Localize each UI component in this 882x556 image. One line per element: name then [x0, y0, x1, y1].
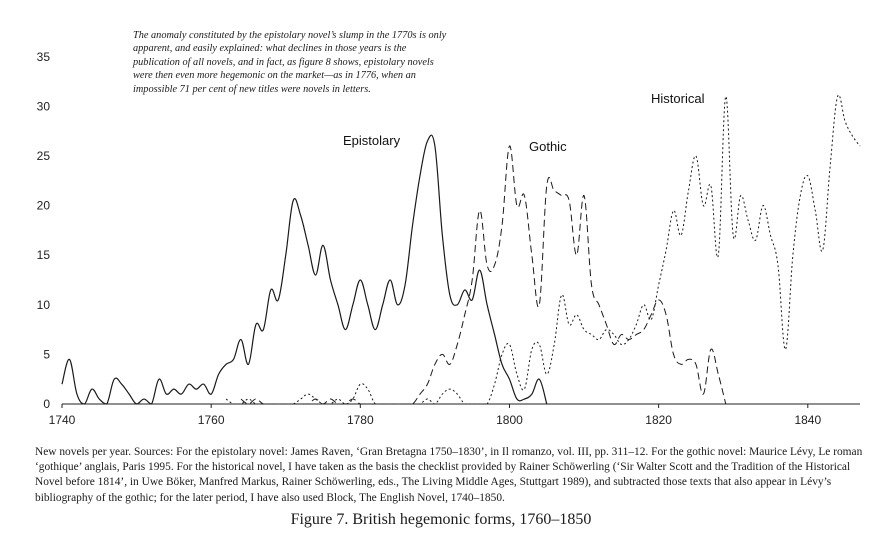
y-tick-label: 35 — [37, 50, 51, 64]
y-tick-label: 30 — [37, 99, 51, 113]
y-tick-label: 10 — [37, 298, 51, 312]
y-tick-label: 15 — [37, 248, 51, 262]
x-tick-label: 1840 — [794, 413, 821, 427]
y-axis: 0 5 10 15 20 25 30 35 — [37, 50, 51, 411]
figure-title: Figure 7. British hegemonic forms, 1760–… — [290, 511, 592, 528]
series-line-historical — [225, 94, 861, 405]
y-tick-label: 20 — [37, 199, 51, 213]
x-tick-label: 1760 — [198, 413, 225, 427]
y-tick-label: 25 — [37, 149, 51, 163]
series-label-gothic: Gothic — [529, 139, 567, 154]
x-tick-label: 1780 — [347, 413, 374, 427]
series-label-epistolary: Epistolary — [343, 133, 401, 148]
series-line-epistolary — [61, 134, 548, 405]
x-tick-label: 1820 — [645, 413, 672, 427]
y-tick-label: 5 — [43, 347, 50, 361]
x-axis: 1740 1760 1780 1800 1820 1840 — [49, 404, 821, 427]
x-tick-label: 1740 — [49, 413, 76, 427]
series-line-gothic — [240, 145, 727, 405]
series-layer — [61, 94, 861, 405]
chart-annotation: The anomaly constituted by the epistolar… — [133, 30, 447, 95]
series-label-historical: Historical — [651, 91, 705, 106]
x-tick-label: 1800 — [496, 413, 523, 427]
figure-caption: New novels per year. Sources: For the ep… — [35, 446, 863, 504]
y-tick-label: 0 — [43, 397, 50, 411]
